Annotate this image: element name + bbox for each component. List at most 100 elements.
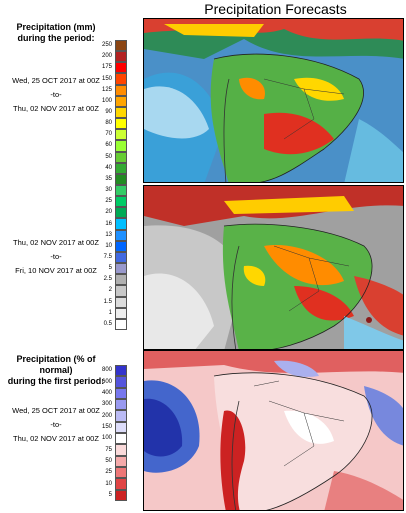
mm-scale-tick-label: 250 [101, 42, 112, 49]
mm-scale-tick-label: 0.5 [103, 320, 112, 327]
mm-scale-tick-label: 150 [101, 75, 112, 82]
mm-scale-swatch [115, 140, 127, 152]
mm-scale-swatch [115, 196, 127, 208]
panel-2-period: Thu, 02 NOV 2017 at 00Z -to- Fri, 10 NOV… [0, 238, 112, 276]
mm-scale-swatch [115, 129, 127, 141]
mm-scale-swatch [115, 62, 127, 74]
panel-3-period: Wed, 25 OCT 2017 at 00Z -to- Thu, 02 NOV… [0, 406, 112, 444]
mm-scale-swatch [115, 173, 127, 185]
mm-scale-swatch [115, 40, 127, 52]
pct-scale-swatch [115, 444, 127, 456]
mm-scale-tick-label: 13 [105, 231, 112, 238]
pct-scale-tick-label: 25 [105, 469, 112, 476]
mm-scale-tick-label: 50 [105, 153, 112, 160]
mm-scale-swatch [115, 185, 127, 197]
pct-scale-swatch [115, 455, 127, 467]
panel-1-heading-line-2: during the period: [17, 33, 95, 43]
mm-scale-tick-label: 80 [105, 120, 112, 127]
page-title: Precipitation Forecasts [204, 1, 347, 17]
pct-scale-swatch [115, 421, 127, 433]
mm-scale-swatch [115, 274, 127, 286]
mm-scale-swatch [115, 95, 127, 107]
percent-normal-map [144, 351, 403, 510]
pct-scale-tick-label: 75 [105, 446, 112, 453]
mm-scale-tick-label: 90 [105, 109, 112, 115]
panel-1-heading: Precipitation (mm) during the period: [0, 22, 112, 44]
panel-1-period: Wed, 25 OCT 2017 at 00Z -to- Thu, 02 NOV… [0, 76, 112, 114]
mm-scale-swatch [115, 240, 127, 252]
pct-scale-tick-label: 300 [101, 401, 112, 408]
map-panel-period-2 [143, 185, 404, 350]
panel-2-end: Fri, 10 NOV 2017 at 00Z [15, 266, 97, 275]
panel-1-start: Wed, 25 OCT 2017 at 00Z [12, 76, 100, 85]
mm-scale-swatch [115, 296, 127, 308]
pct-scale-tick-label: 200 [101, 412, 112, 419]
panel-3-heading-line-2: during the first period: [7, 376, 105, 386]
mm-scale-tick-label: 175 [101, 64, 112, 71]
panel-3-heading: Precipitation (% of normal) during the f… [0, 354, 112, 387]
mm-scale-tick-label: 20 [105, 209, 112, 216]
panel-3-sep: -to- [50, 420, 62, 429]
mm-scale-swatch [115, 118, 127, 130]
pct-scale-swatch [115, 467, 127, 479]
mm-scale-swatch [115, 73, 127, 85]
pct-scale-swatch [115, 365, 127, 377]
mm-scale-tick-label: 1.5 [103, 298, 112, 305]
mm-scale-tick-label: 60 [105, 142, 112, 149]
pct-scale-tick-label: 100 [101, 435, 112, 442]
panel-2-sep: -to- [50, 252, 62, 261]
mm-scale-tick-label: 125 [101, 86, 112, 93]
panel-2-start: Thu, 02 NOV 2017 at 00Z [13, 238, 99, 247]
mm-scale-tick-label: 200 [101, 53, 112, 60]
mm-scale-swatch [115, 207, 127, 219]
pct-scale-swatch [115, 489, 127, 501]
pct-scale-tick-label: 600 [101, 378, 112, 385]
panel-3-start: Wed, 25 OCT 2017 at 00Z [12, 406, 100, 415]
pct-scale-tick-label: 150 [101, 423, 112, 430]
pct-scale-swatch [115, 376, 127, 388]
pct-scale-bar [115, 365, 127, 501]
pct-scale-swatch [115, 410, 127, 422]
panel-1-heading-line-1: Precipitation (mm) [16, 22, 96, 32]
map-panel-percent-normal [143, 350, 404, 511]
mm-scale-swatch [115, 84, 127, 96]
panel-3-heading-line-1: Precipitation (% of normal) [16, 354, 96, 375]
precip-map-2 [144, 186, 403, 349]
mm-scale-tick-label: 100 [101, 97, 112, 104]
mm-scale-tick-label: 30 [105, 187, 112, 194]
pct-scale-tick-label: 5 [108, 491, 112, 498]
mm-scale-swatch [115, 151, 127, 163]
mm-scale-swatch [115, 251, 127, 264]
mm-scale-tick-label: 25 [105, 198, 112, 205]
pct-scale-swatch [115, 478, 127, 490]
mm-scale-tick-label: 35 [105, 175, 112, 182]
mm-scale-tick-label: 7.5 [103, 254, 112, 260]
pct-scale-swatch [115, 387, 127, 399]
map-panel-period-1 [143, 18, 404, 183]
pct-scale-tick-label: 800 [101, 367, 112, 374]
mm-scale-tick-label: 5 [108, 265, 112, 272]
mm-scale-tick-label: 40 [105, 164, 112, 171]
mm-scale-tick-label: 70 [105, 131, 112, 138]
mm-scale-swatch [115, 307, 127, 319]
panel-1-sep: -to- [50, 90, 62, 99]
mm-scale-swatch [115, 229, 127, 241]
mm-scale-tick-label: 10 [105, 242, 112, 249]
pct-scale-tick-label: 400 [101, 389, 112, 396]
mm-scale-bar [115, 40, 127, 330]
pct-scale-swatch [115, 433, 127, 445]
panel-1-end: Thu, 02 NOV 2017 at 00Z [13, 104, 99, 113]
mm-scale-tick-label: 1 [108, 309, 112, 316]
mm-scale-swatch [115, 51, 127, 63]
mm-scale-swatch [115, 218, 127, 230]
mm-scale-tick-label: 16 [105, 220, 112, 227]
mm-scale-tick-label: 2.5 [103, 276, 112, 283]
precip-map-1 [144, 19, 403, 182]
mm-scale-tick-label: 2 [108, 287, 112, 294]
mm-scale-swatch [115, 263, 127, 275]
panel-3-end: Thu, 02 NOV 2017 at 00Z [13, 434, 99, 443]
mm-scale-swatch [115, 285, 127, 297]
mm-scale-swatch [115, 318, 127, 330]
pct-scale-swatch [115, 399, 127, 411]
mm-scale-swatch [115, 162, 127, 174]
